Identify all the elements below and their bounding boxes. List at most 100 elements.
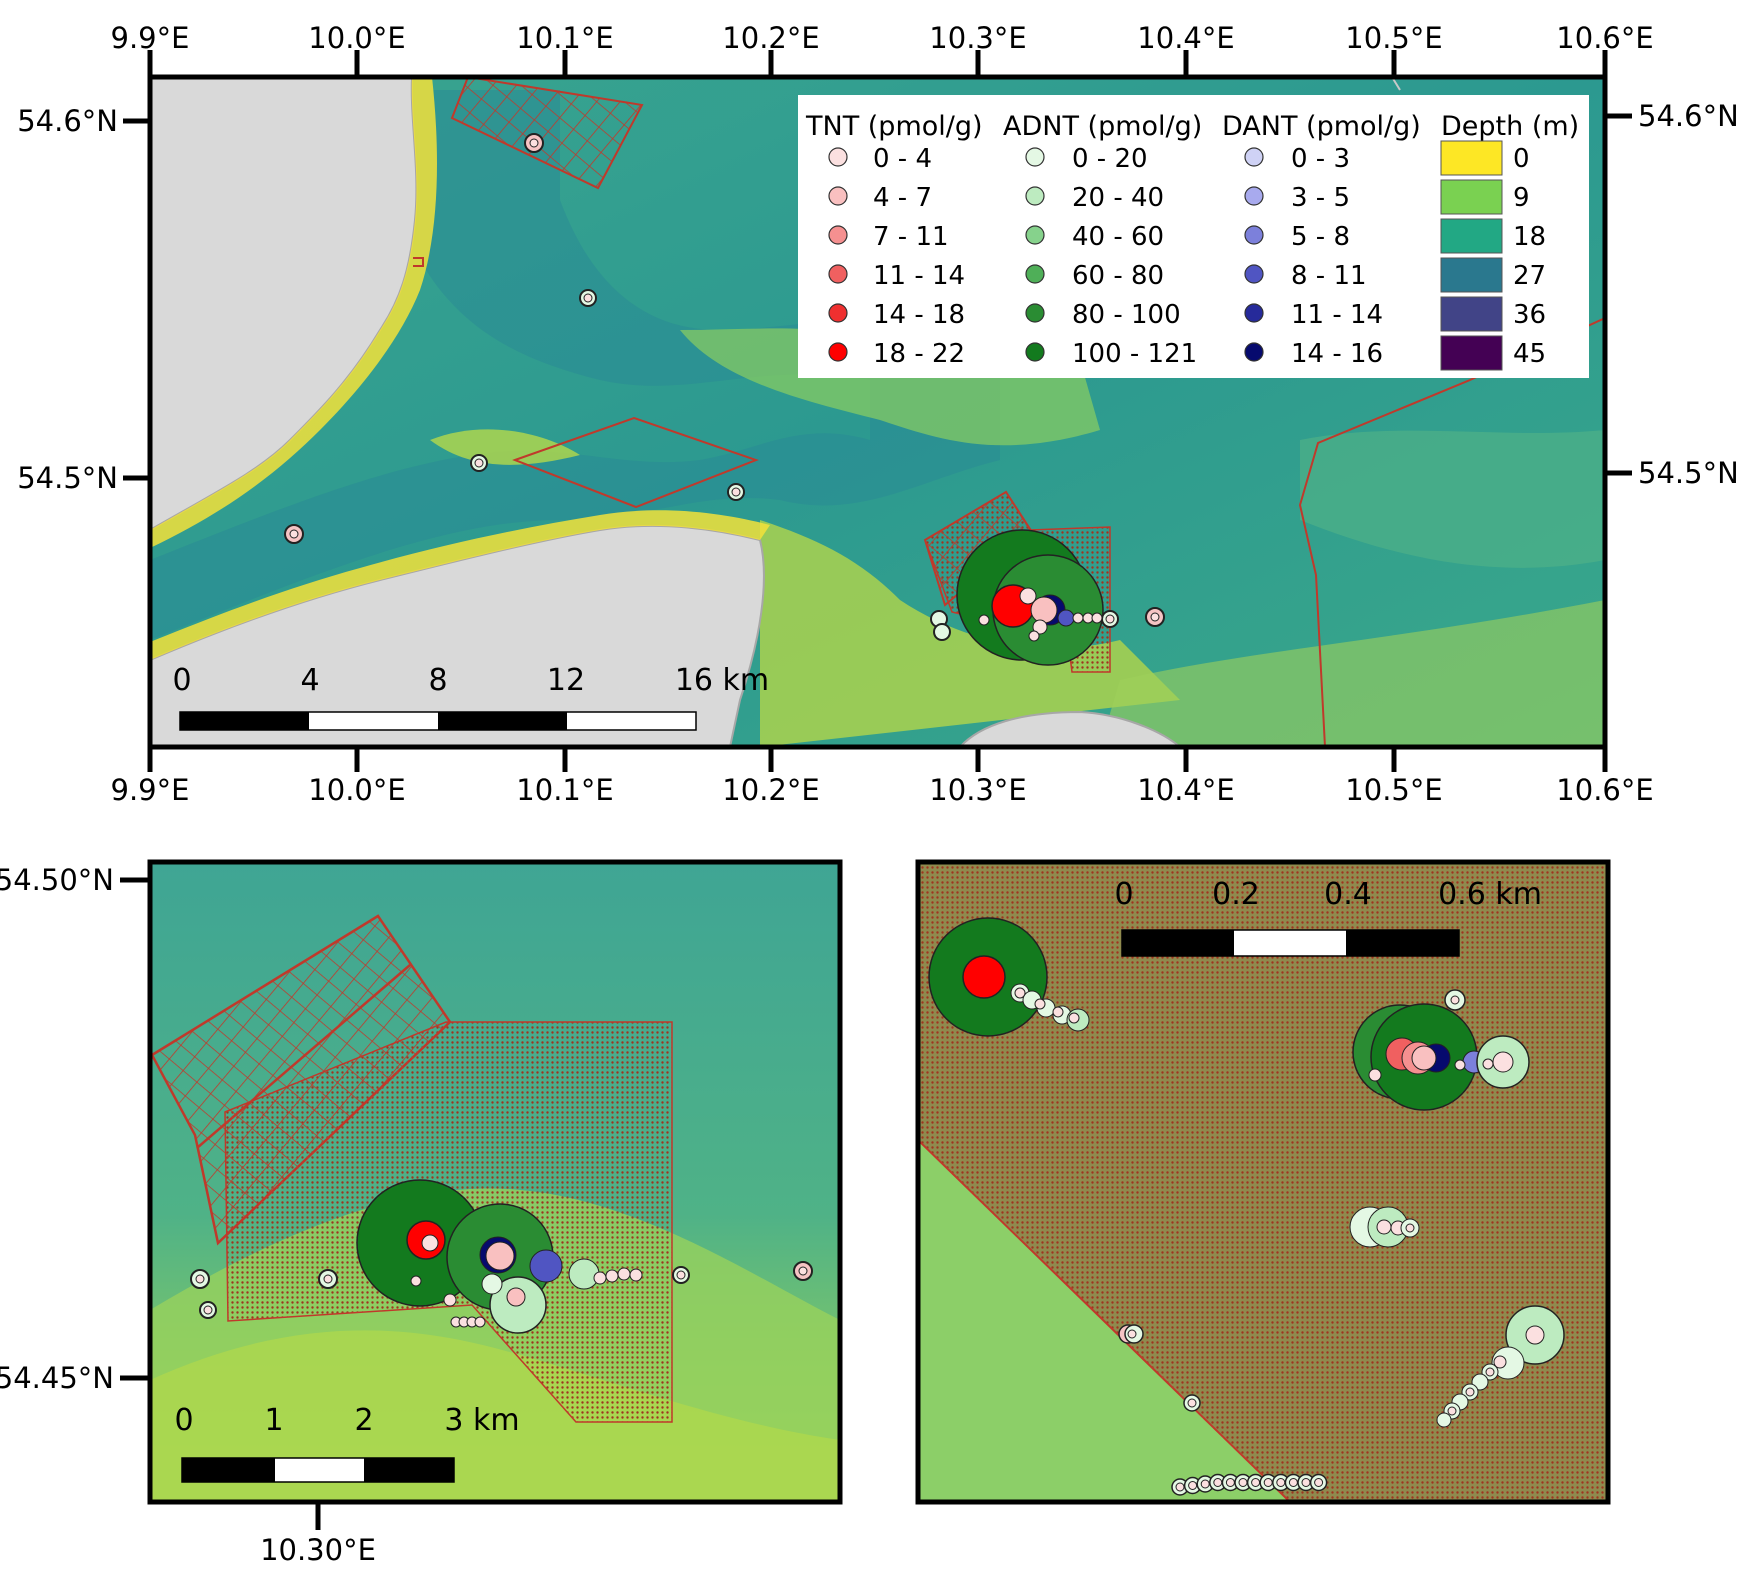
legend-swatch-tnt [828, 186, 848, 206]
inset-left-restricted-area [150, 914, 452, 1246]
main-top-lon-label: 10.4°E [1137, 21, 1234, 55]
legend-label-tnt: 4 - 7 [873, 183, 932, 213]
legend-swatch-dant [1244, 303, 1264, 323]
main-bottom-lon-label: 10.2°E [722, 773, 819, 807]
inset-left-lat-label: 54.45°N [0, 1361, 114, 1395]
sample-point [1301, 1478, 1311, 1487]
legend-swatch-adnt [1025, 186, 1045, 206]
main-top-lon-label: 10.6°E [1556, 21, 1653, 55]
legend-label-tnt: 14 - 18 [873, 300, 965, 330]
main-left-lat-label: 54.6°N [17, 104, 118, 138]
inset-left-scale-label: 3 km [444, 1403, 519, 1438]
legend-swatch-depth [1440, 335, 1503, 371]
sample-point [1200, 1479, 1210, 1489]
sample-point [1276, 1478, 1286, 1487]
main-map-frame [147, 74, 1608, 750]
legend-swatch-tnt [828, 225, 848, 245]
sample-point [1188, 1481, 1198, 1490]
legend-swatch-depth [1440, 257, 1503, 293]
inset-left-frame [147, 859, 843, 1505]
inset-left-map: 0 1 2 3 km 54.50°N 54.45°N 10.30°E [0, 859, 843, 1567]
legend-label-depth: 36 [1513, 300, 1546, 330]
legend-swatch-tnt [828, 342, 848, 362]
legend-label-depth: 45 [1513, 339, 1546, 369]
main-top-lon-label: 9.9°E [111, 21, 190, 55]
legend-swatch-depth [1440, 140, 1503, 176]
legend-label-dant: 5 - 8 [1291, 222, 1350, 252]
inset-left-scale-bar: 0 1 2 3 km [174, 1403, 520, 1483]
main-scale-label: 16 km [675, 663, 769, 698]
legend-label-tnt: 11 - 14 [873, 261, 965, 291]
main-map-axes: 9.9°E 10.0°E 10.1°E 10.2°E 10.3°E 10.4°E 10.5°… [17, 21, 1739, 807]
sample-points-inset-right [928, 917, 1565, 1496]
inset-left-lon-label: 10.30°E [260, 1533, 376, 1567]
legend-label-depth: 18 [1513, 222, 1546, 252]
legend-label-adnt: 60 - 80 [1072, 261, 1164, 291]
legend-swatch-tnt [828, 147, 848, 167]
main-bottom-lon-label: 10.4°E [1137, 773, 1234, 807]
sample-point [1238, 1478, 1248, 1487]
main-top-lon-label: 10.2°E [722, 21, 819, 55]
sample-point [1263, 1478, 1273, 1487]
legend-swatch-depth [1440, 218, 1503, 254]
legend-swatch-tnt [828, 303, 848, 323]
restricted-area-north [450, 77, 644, 190]
inset-left-scale-label: 2 [354, 1403, 373, 1438]
legend-label-dant: 0 - 3 [1291, 144, 1350, 174]
main-top-lon-label: 10.1°E [516, 21, 613, 55]
main-top-lon-label: 10.5°E [1345, 21, 1442, 55]
land-west [150, 77, 418, 532]
legend-swatch-dant [1244, 342, 1264, 362]
legend-title-depth: Depth (m) [1441, 111, 1579, 142]
sample-point [1251, 1478, 1261, 1487]
inset-right-frame [915, 859, 1611, 1505]
main-bottom-lon-label: 10.0°E [308, 773, 405, 807]
main-bottom-lon-label: 10.1°E [516, 773, 613, 807]
legend-title-dant: DANT (pmol/g) [1222, 111, 1421, 142]
sample-point [1225, 1478, 1235, 1487]
main-right-lat-label: 54.6°N [1638, 99, 1739, 133]
main-bottom-lon-label: 10.6°E [1556, 773, 1653, 807]
legend-label-depth: 9 [1513, 183, 1530, 213]
land-south [150, 524, 765, 747]
legend-label-dant: 8 - 11 [1291, 261, 1367, 291]
legend-label-depth: 0 [1513, 144, 1530, 174]
inset-right-scale-label: 0.4 [1324, 877, 1372, 912]
main-bottom-lon-label: 9.9°E [111, 773, 190, 807]
main-left-lat-label: 54.5°N [17, 461, 118, 495]
legend-swatch-adnt [1025, 303, 1045, 323]
legend-label-dant: 11 - 14 [1291, 300, 1383, 330]
legend-label-adnt: 100 - 121 [1072, 339, 1197, 369]
main-bottom-lon-label: 10.3°E [929, 773, 1026, 807]
legend-label-depth: 27 [1513, 261, 1546, 291]
legend-label-tnt: 0 - 4 [873, 144, 932, 174]
main-scale-bar: 0 4 8 12 16 km [172, 663, 769, 731]
legend-swatch-dant [1244, 264, 1264, 284]
legend-swatch-adnt [1025, 264, 1045, 284]
sample-point [1314, 1478, 1324, 1487]
sample-point [1213, 1478, 1223, 1487]
legend-swatch-dant [1244, 147, 1264, 167]
main-scale-label: 8 [428, 663, 447, 698]
main-top-lon-label: 10.0°E [308, 21, 405, 55]
legend-swatch-adnt [1025, 342, 1045, 362]
restricted-area-center [512, 416, 759, 509]
legend-label-adnt: 80 - 100 [1072, 300, 1181, 330]
inset-left-lat-label: 54.50°N [0, 863, 114, 897]
legend-swatch-adnt [1025, 147, 1045, 167]
land-southeast [958, 710, 1182, 747]
legend-label-adnt: 0 - 20 [1072, 144, 1148, 174]
legend-title-tnt: TNT (pmol/g) [805, 111, 983, 142]
sample-point [1288, 1478, 1298, 1487]
sample-points-main [284, 133, 1165, 666]
legend-label-dant: 3 - 5 [1291, 183, 1350, 213]
main-bottom-lon-label: 10.5°E [1345, 773, 1442, 807]
sample-point [1175, 1482, 1185, 1492]
legend-label-adnt: 20 - 40 [1072, 183, 1164, 213]
inset-right-scale-label: 0.6 km [1438, 877, 1542, 912]
main-scale-label: 12 [547, 663, 585, 698]
inset-right-map: 0 0.2 0.4 0.6 km [915, 859, 1611, 1505]
legend-swatch-depth [1440, 179, 1503, 215]
main-top-lon-label: 10.3°E [929, 21, 1026, 55]
